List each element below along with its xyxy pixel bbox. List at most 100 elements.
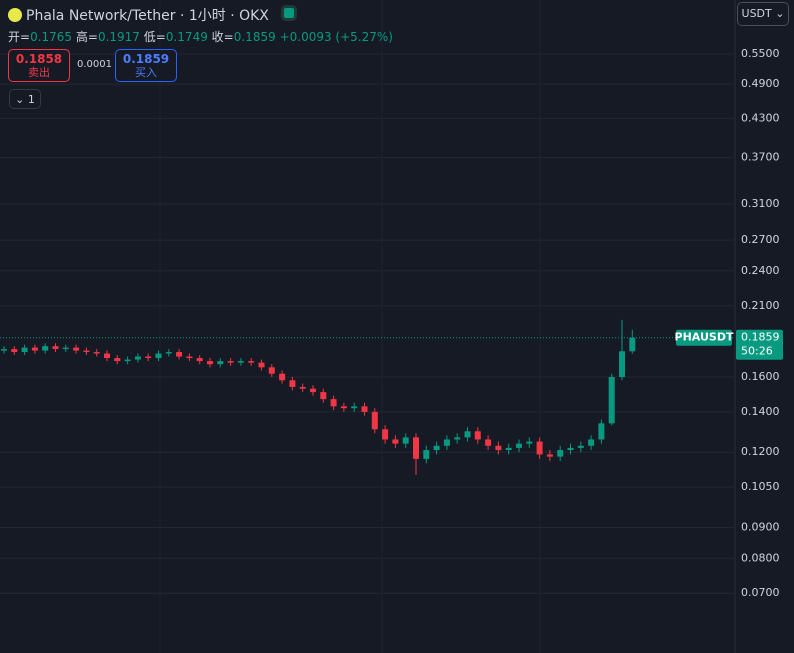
open-value: 0.1765 (30, 30, 73, 44)
candle-body (186, 356, 193, 359)
price-label: 0.1859 (741, 331, 780, 344)
candle-body (268, 367, 275, 374)
candle-body (577, 445, 584, 448)
candle-body (351, 406, 358, 409)
candle-body (588, 439, 595, 446)
candle-body (320, 392, 327, 400)
candle-body (505, 447, 512, 451)
candle-body (124, 359, 131, 362)
candle-body (258, 362, 265, 368)
y-tick-label: 0.3700 (741, 151, 780, 164)
candle-body (371, 411, 378, 430)
candle-body (433, 445, 440, 451)
candle-body (83, 350, 90, 353)
candle-body (536, 441, 543, 455)
high-value: 0.1917 (97, 30, 140, 44)
sell-button[interactable]: 0.1858 卖出 (8, 49, 70, 82)
candle-body (598, 423, 605, 440)
y-tick-label: 0.0700 (741, 586, 780, 599)
ohlc-row: 开=0.1765 高=0.1917 低=0.1749 收=0.1859 +0.0… (8, 28, 393, 45)
candle-body (330, 399, 337, 407)
candle-body (114, 358, 121, 362)
y-tick-label: 0.1400 (741, 405, 780, 418)
candle-body (464, 431, 471, 438)
y-tick-label: 0.2100 (741, 299, 780, 312)
candle-body (155, 353, 162, 359)
candle-body (310, 388, 316, 393)
high-label: 高= (75, 30, 98, 44)
candle-body (474, 431, 481, 440)
buy-button[interactable]: 0.1859 买入 (115, 49, 177, 82)
candle-body (289, 380, 296, 387)
candle-body (423, 450, 430, 459)
symbol-title: Phala Network/Tether · 1小时 · OKX (26, 8, 269, 24)
price-label-box (736, 329, 783, 360)
candle-body (52, 346, 59, 350)
y-tick-label: 0.5500 (741, 47, 780, 60)
candle-body (248, 361, 255, 363)
candle-body (104, 353, 110, 359)
candle-body (495, 445, 502, 451)
low-value: 0.1749 (165, 30, 208, 44)
symbol-label: PHAUSDT (675, 331, 734, 344)
y-tick-label: 0.3100 (741, 197, 780, 210)
y-tick-label: 0.4900 (741, 77, 780, 90)
collapse-count: 1 (27, 93, 35, 106)
candle-body (485, 439, 492, 446)
currency-label: USDT (741, 7, 772, 20)
candle-body (392, 439, 399, 444)
candle-body (340, 406, 347, 409)
y-tick-label: 0.2400 (741, 264, 780, 277)
open-label: 开= (8, 30, 31, 44)
candle-body (42, 346, 49, 351)
currency-button[interactable]: USDT ⌄ (737, 2, 789, 26)
buy-price: 0.1859 (122, 52, 170, 66)
candle-body (608, 376, 615, 424)
y-tick-label: 0.2700 (741, 233, 780, 246)
candle-body (62, 347, 69, 350)
y-tick-label: 0.1200 (741, 445, 780, 458)
candle-body (31, 347, 38, 351)
low-label: 低= (143, 30, 166, 44)
candle-body (454, 437, 461, 440)
candle-body (402, 437, 409, 444)
close-label: 收= (211, 30, 234, 44)
candle-body (629, 337, 636, 352)
candle-body (11, 349, 18, 353)
y-tick-label: 0.0800 (741, 551, 780, 564)
candle-body (546, 454, 553, 457)
candle-body (73, 347, 80, 351)
candle-body (567, 447, 574, 451)
candle-body (196, 358, 203, 362)
candle-body (217, 361, 224, 365)
candle-body (516, 443, 522, 448)
countdown: 50:26 (741, 345, 773, 358)
candle-body (413, 437, 419, 459)
y-tick-label: 0.1050 (741, 480, 780, 493)
market-status[interactable] (281, 5, 298, 21)
candle-body (299, 386, 306, 389)
sell-label: 卖出 (28, 66, 50, 79)
candle-body (526, 441, 533, 444)
candle-body (21, 347, 28, 353)
symbol-header: Phala Network/Tether · 1小时 · OKX (8, 5, 298, 25)
candle-body (557, 450, 564, 457)
candle-body (227, 361, 234, 363)
buy-label: 买入 (135, 66, 157, 79)
candle-body (443, 439, 450, 446)
symbol-label-box (676, 329, 732, 346)
candle-body (1, 349, 7, 351)
candle-body (279, 373, 286, 381)
y-tick-label: 0.1600 (741, 370, 780, 383)
sell-price: 0.1858 (15, 52, 63, 66)
spread: 0.0001 (77, 59, 112, 70)
collapse-button[interactable]: ⌄ 1 (9, 89, 41, 109)
candle-body (361, 406, 368, 412)
change: +0.0093 (+5.27%) (279, 30, 393, 44)
candle-body (207, 361, 213, 365)
candle-body (93, 352, 100, 354)
